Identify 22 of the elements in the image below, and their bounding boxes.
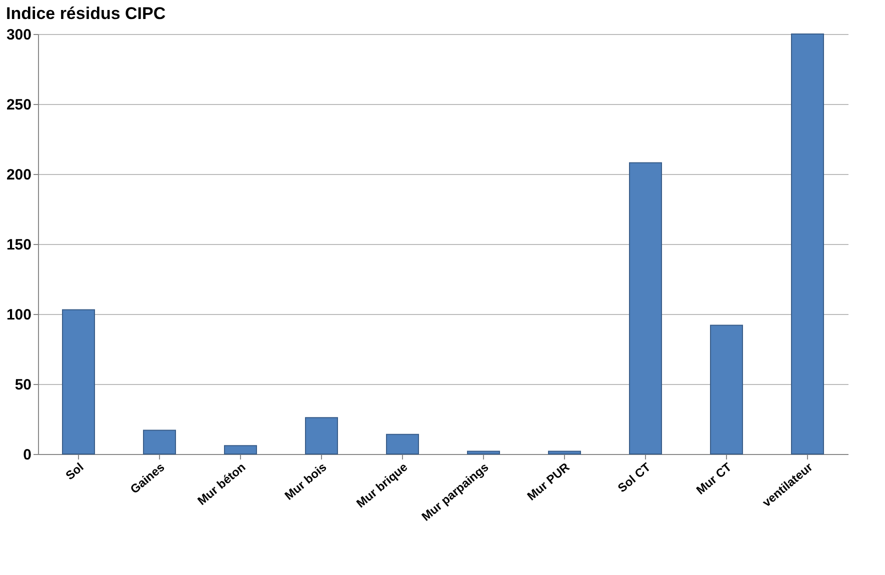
bar [386, 434, 419, 454]
y-tick-label: 200 [6, 166, 32, 184]
bar [791, 34, 824, 454]
y-tick-label: 300 [6, 26, 32, 44]
chart-title: Indice résidus CIPC [6, 4, 166, 23]
bar [629, 162, 662, 454]
y-tick-label: 150 [6, 236, 32, 254]
y-tick-label: 100 [6, 306, 32, 324]
bar [224, 445, 257, 454]
y-tick-label: 250 [6, 96, 32, 114]
x-tick-label: Mur CT [694, 460, 735, 498]
y-tick-label: 0 [23, 446, 32, 464]
x-tick-label: Mur bois [282, 460, 330, 503]
bar [62, 309, 95, 454]
x-tick-label: Sol CT [615, 460, 654, 496]
x-tick-label: Sol [62, 460, 86, 483]
bar [305, 417, 338, 454]
bar [710, 324, 743, 454]
bar [548, 450, 581, 454]
bar [143, 430, 176, 454]
y-tick-label: 50 [14, 376, 32, 394]
bar [467, 450, 500, 454]
